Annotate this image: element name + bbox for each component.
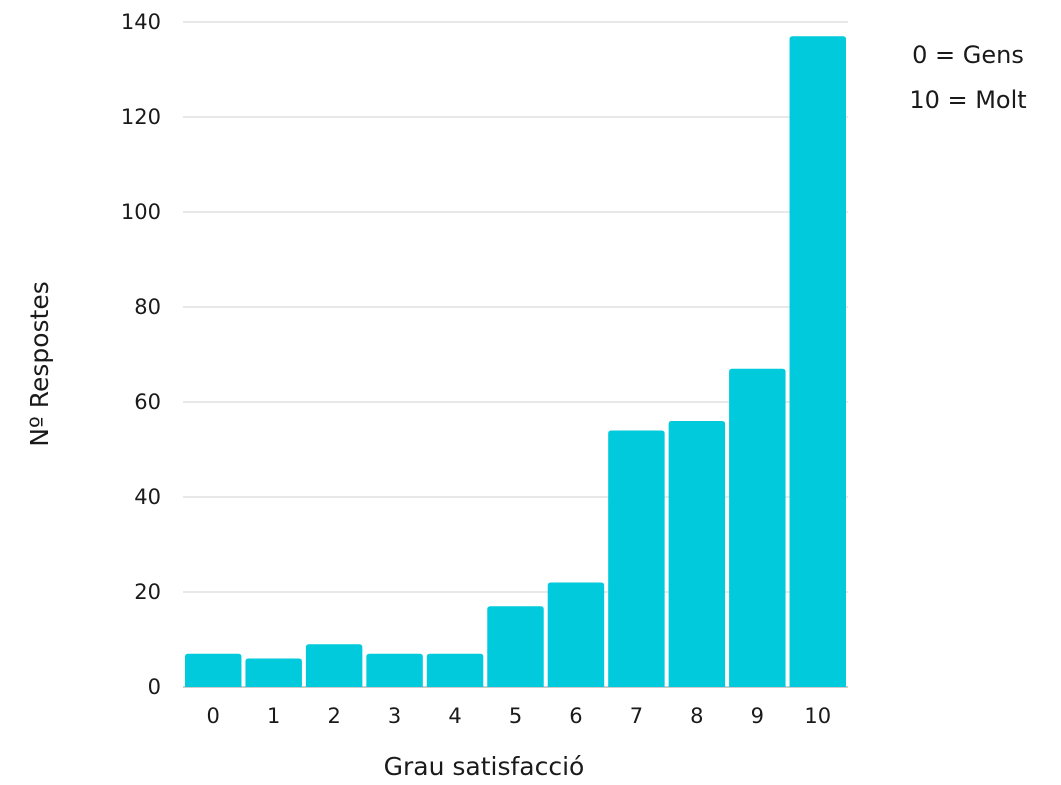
bar-6 — [547, 582, 605, 687]
bar-4 — [426, 653, 484, 687]
y-axis-ticks: 0 20 40 60 80 100 120 140 — [121, 10, 161, 699]
bar-2 — [305, 644, 363, 687]
y-tick-label: 20 — [134, 580, 161, 604]
y-tick-label: 40 — [134, 485, 161, 509]
bars — [185, 36, 846, 687]
note-molt: 10 = Molt — [909, 86, 1026, 114]
y-tick-label: 60 — [134, 390, 161, 414]
gridlines — [183, 21, 848, 688]
x-tick-label: 3 — [388, 704, 401, 728]
x-tick-label: 4 — [448, 704, 461, 728]
x-tick-label: 9 — [751, 704, 764, 728]
x-tick-label: 6 — [569, 704, 582, 728]
y-axis-title: Nº Respostes — [25, 281, 54, 446]
x-tick-label: 5 — [509, 704, 522, 728]
y-tick-label: 0 — [148, 675, 161, 699]
x-axis-title: Grau satisfacció — [384, 752, 585, 781]
bar-3 — [366, 653, 423, 687]
x-tick-label: 1 — [267, 704, 280, 728]
x-tick-label: 7 — [630, 704, 643, 728]
bar-5 — [487, 606, 544, 687]
bar-9 — [729, 368, 786, 687]
note-gens: 0 = Gens — [912, 41, 1024, 69]
y-tick-label: 140 — [121, 10, 161, 34]
x-tick-label: 2 — [327, 704, 340, 728]
bar-8 — [668, 421, 726, 687]
x-tick-label: 8 — [690, 704, 703, 728]
bar-10 — [789, 36, 846, 687]
bar-7 — [608, 430, 665, 687]
y-tick-label: 120 — [121, 105, 161, 129]
bar-0 — [185, 653, 242, 687]
y-tick-label: 100 — [121, 200, 161, 224]
bar-1 — [245, 658, 302, 687]
x-tick-label: 0 — [207, 704, 220, 728]
y-tick-label: 80 — [134, 295, 161, 319]
x-axis-ticks: 0 1 2 3 4 5 6 7 8 9 10 — [207, 704, 832, 728]
x-tick-label: 10 — [804, 704, 831, 728]
